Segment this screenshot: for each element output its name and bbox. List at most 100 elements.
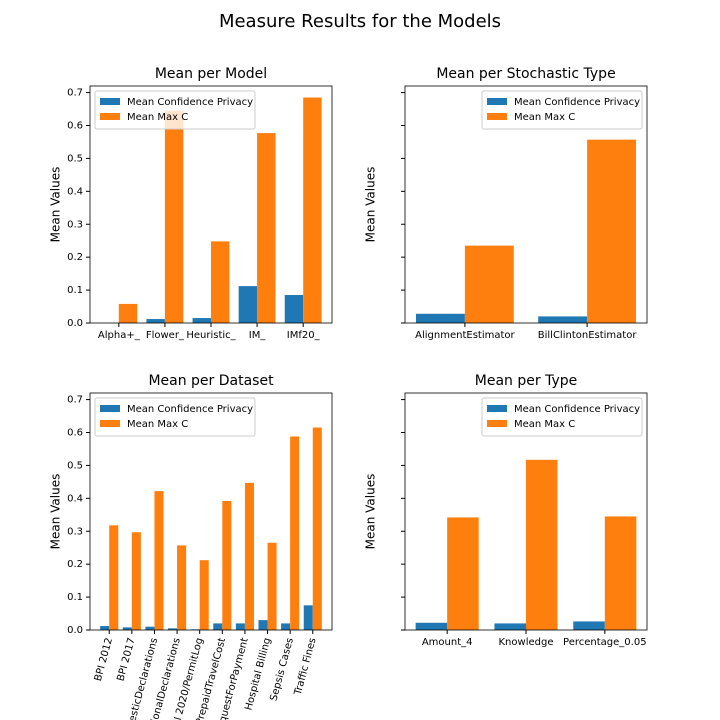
bar (211, 241, 230, 323)
y-tick-label: 0.0 (67, 625, 83, 636)
x-tick-label: Percentage_0.05 (563, 637, 647, 648)
axes-frame (89, 392, 333, 631)
x-tick-label: Alpha+_ (98, 330, 141, 341)
axes-frame (404, 392, 648, 631)
y-tick-label: 0.6 (67, 121, 83, 132)
x-tick-label: AlignmentEstimator (415, 330, 515, 341)
bar (464, 245, 514, 323)
legend-label: Mean Max C (514, 419, 575, 430)
y-axis-label: Mean Values (364, 474, 378, 550)
x-tick-label: Knowledge (499, 637, 554, 648)
x-tick-label: BillClintonEstimator (538, 330, 638, 341)
bar (415, 622, 448, 630)
y-tick-label: 0.1 (67, 592, 83, 603)
bar (146, 319, 165, 323)
y-tick-label: 0.2 (67, 559, 83, 570)
x-tick-label: Flower_ (146, 330, 185, 341)
bar (154, 491, 164, 630)
x-tick-label: BPI 2012 (93, 637, 115, 683)
bar (281, 623, 291, 630)
bar (573, 621, 605, 630)
legend-swatch (100, 405, 120, 412)
y-tick-label: 0.7 (67, 88, 83, 99)
bar (526, 459, 558, 630)
bar (213, 623, 223, 630)
bar (168, 628, 178, 630)
bar (303, 605, 313, 630)
bar (109, 525, 119, 630)
axes-frame (89, 85, 333, 324)
y-tick-label: 0.1 (67, 285, 83, 296)
y-tick-label: 0.7 (67, 395, 83, 406)
y-tick-label: 0.3 (67, 526, 83, 537)
legend-swatch (487, 98, 507, 105)
legend-label: Mean Confidence Privacy (514, 404, 640, 415)
x-tick-label: BPI 2017 (116, 637, 138, 683)
y-axis-label: Mean Values (49, 167, 63, 243)
legend-label: Mean Max C (127, 419, 188, 430)
legend-label: Mean Max C (514, 112, 575, 123)
legend-swatch (100, 113, 120, 120)
bar (131, 532, 141, 630)
legend-box (481, 90, 643, 130)
bar (587, 139, 636, 323)
x-tick-label: IM_ (249, 330, 267, 341)
bar (267, 542, 277, 630)
legend-box (481, 397, 643, 437)
legend-label: Mean Max C (127, 112, 188, 123)
bar (222, 500, 232, 630)
bar (312, 427, 322, 630)
legend-swatch (487, 405, 507, 412)
legend-box (94, 397, 256, 437)
legend-box (94, 90, 256, 130)
legend-swatch (487, 113, 507, 120)
bar (164, 110, 184, 323)
y-tick-label: 0.6 (67, 428, 83, 439)
bar (604, 516, 637, 630)
axes-title: Mean per Dataset (148, 373, 274, 389)
bar (238, 286, 258, 323)
bar (100, 626, 110, 630)
axes-title: Mean per Stochastic Type (436, 66, 615, 82)
y-tick-label: 0.4 (67, 186, 83, 197)
legend-swatch (100, 420, 120, 427)
y-tick-label: 0.2 (67, 252, 83, 263)
bar (416, 313, 465, 323)
x-tick-label: Amount_4 (422, 637, 473, 648)
bar (303, 97, 322, 323)
legend-swatch (487, 420, 507, 427)
bar (447, 517, 479, 630)
bar (538, 316, 588, 323)
bar (290, 436, 300, 630)
y-tick-label: 0.4 (67, 493, 83, 504)
bar (244, 482, 254, 630)
axes-title: Mean per Model (155, 66, 267, 82)
legend-label: Mean Confidence Privacy (127, 404, 253, 415)
y-tick-label: 0.0 (67, 318, 83, 329)
bar (257, 133, 276, 323)
x-tick-label: Heuristic_ (186, 330, 236, 341)
bar (177, 545, 187, 630)
legend-label: Mean Confidence Privacy (514, 97, 640, 108)
axes-title: Mean per Type (475, 373, 577, 389)
y-tick-label: 0.5 (67, 460, 83, 471)
y-axis-label: Mean Values (364, 167, 378, 243)
axes-frame (404, 85, 648, 324)
x-tick-label: Traffic Fines (292, 637, 318, 698)
figure-title: Measure Results for the Models (219, 11, 501, 32)
x-tick-label: Sepsis Cases (269, 637, 296, 703)
x-tick-label: IMf20_ (287, 330, 321, 341)
bar (145, 626, 155, 630)
legend-label: Mean Confidence Privacy (127, 97, 253, 108)
bar (258, 620, 268, 630)
bar (122, 627, 132, 630)
bar (199, 560, 209, 630)
bar (235, 623, 245, 630)
legend-swatch (100, 98, 120, 105)
y-axis-label: Mean Values (49, 474, 63, 550)
bar (192, 318, 211, 323)
bar (284, 295, 304, 323)
bar (118, 303, 138, 323)
y-tick-label: 0.3 (67, 219, 83, 230)
